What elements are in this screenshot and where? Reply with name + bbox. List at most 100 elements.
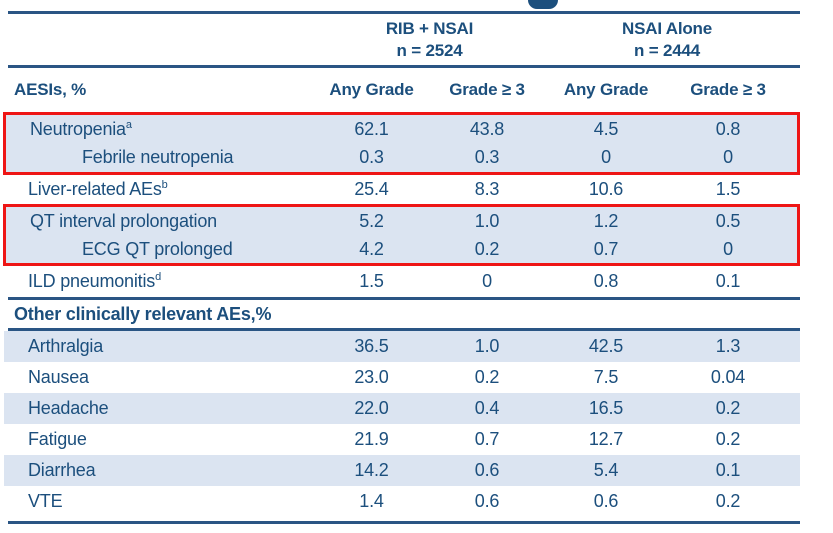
row-label-text: Febrile neutropenia [82,147,234,168]
row-label-text: QT interval prolongation [30,210,217,231]
table-row: Liver-related AEsb 25.4 8.3 10.6 1.5 [4,175,800,204]
cell-value: 0.2 [715,398,741,418]
row-header-label: AESIs, % [14,80,87,99]
table-row: ECG QT prolonged 4.2 0.2 0.7 0 [6,235,797,263]
cell-value: 0.04 [710,367,746,387]
cell-value: 1.3 [715,336,741,356]
table-row: Fatigue 21.9 0.7 12.7 0.2 [4,424,800,455]
row-label-text: Arthralgia [28,336,104,356]
table-row: Diarrhea 14.2 0.6 5.4 0.1 [4,455,800,486]
cell-value: 25.4 [354,179,389,199]
cell-value: 0.6 [474,460,500,480]
column-header-row: AESIs, % Any Grade Grade ≥ 3 Any Grade G… [4,68,800,112]
table-row: Headache 22.0 0.4 16.5 0.2 [4,393,800,424]
row-label-text: VTE [28,491,63,511]
cell-value: 5.4 [593,460,619,480]
cell-value: 0.3 [474,147,500,168]
table-row: QT interval prolongation 5.2 1.0 1.2 0.5 [6,207,797,235]
cell-value: 0.7 [474,429,500,449]
bottom-divider [8,521,800,524]
cell-value: 1.2 [593,210,619,231]
footnote-marker: d [155,271,162,283]
group-name: RIB + NSAI [385,18,474,38]
row-label: Neutropeniaa [6,119,314,140]
row-label-text: Fatigue [28,429,87,449]
table-row: Nausea 23.0 0.2 7.5 0.04 [4,362,800,393]
row-label-text: Liver-related AEs [28,179,162,199]
group-name: NSAI Alone [622,18,712,38]
cell-value: 43.8 [469,118,505,139]
cell-value: 0.5 [715,210,741,231]
cell-value: 1.0 [474,336,500,356]
top-divider [8,11,800,14]
table-row: ILD pneumonitisd 1.5 0 0.8 0.1 [4,266,800,297]
cell-value: 0.2 [715,491,741,511]
group-header-nsai-alone: NSAI Alone n = 2444 [545,18,789,62]
cell-value: 22.0 [354,398,389,418]
cell-value: 16.5 [588,398,624,418]
header-divider [8,65,800,68]
cropped-title-glyph-fragment [528,0,558,9]
section-label: Other clinically relevant AEs,% [14,303,272,324]
row-label: ECG QT prolonged [6,239,314,260]
table-row: VTE 1.4 0.6 0.6 0.2 [4,486,800,517]
cell-value: 0.1 [715,460,741,480]
row-label: Diarrhea [4,460,314,481]
cell-value: 14.2 [354,460,389,480]
cell-value: 12.7 [588,429,624,449]
cell-value: 0.6 [593,491,619,511]
group-n: n = 2524 [396,40,463,60]
cell-value: 23.0 [354,367,389,387]
cell-value: 0.8 [593,271,619,291]
group-n: n = 2444 [634,40,700,60]
column-header: Any Grade [329,80,414,99]
row-label-text: ILD pneumonitis [28,271,156,291]
column-header: Any Grade [563,80,649,99]
row-label-text: ECG QT prolonged [82,238,233,259]
cell-value: 0 [723,147,733,168]
cell-value: 0.2 [474,238,500,259]
cell-value: 4.5 [593,118,619,139]
group-header-rib-nsai: RIB + NSAI n = 2524 [314,18,545,62]
table-row: Arthralgia 36.5 1.0 42.5 1.3 [4,331,800,362]
cell-value: 62.1 [354,118,389,139]
table-row: Neutropeniaa 62.1 43.8 4.5 0.8 [6,115,797,144]
cell-value: 1.5 [359,271,384,291]
row-label: Liver-related AEsb [4,179,314,200]
row-label: Arthralgia [4,336,314,357]
cell-value: 0.2 [474,367,500,387]
cell-value: 1.4 [359,491,384,511]
row-label-text: Diarrhea [28,460,96,480]
row-label: Headache [4,398,314,419]
highlight-box-neutropenia: Neutropeniaa 62.1 43.8 4.5 0.8 Febrile n… [3,112,800,175]
cell-value: 36.5 [354,336,389,356]
cell-value: 0.4 [474,398,500,418]
footnote-marker: a [125,118,132,131]
row-label-text: Neutropenia [30,118,126,139]
cell-value: 0.6 [474,491,500,511]
cell-value: 0.2 [715,429,741,449]
row-label-text: Nausea [28,367,89,387]
row-label: QT interval prolongation [6,211,314,232]
column-header: Grade ≥ 3 [449,80,525,99]
cell-value: 0 [723,238,733,259]
cell-value: 0 [482,271,492,291]
row-label: ILD pneumonitisd [4,271,314,292]
section-divider [8,328,800,331]
treatment-group-header-row: RIB + NSAI n = 2524 NSAI Alone n = 2444 [4,14,800,65]
cell-value: 0.3 [359,147,384,168]
cell-value: 4.2 [359,238,384,259]
cell-value: 8.3 [474,179,500,199]
cell-value: 42.5 [588,336,624,356]
table-row: Febrile neutropenia 0.3 0.3 0 0 [6,144,797,173]
cell-value: 0.8 [715,118,741,139]
section-divider [8,297,800,300]
cell-value: 1.0 [474,210,500,231]
cell-value: 21.9 [354,429,389,449]
row-label: Fatigue [4,429,314,450]
cell-value: 0.7 [593,238,619,259]
cell-value: 5.2 [359,210,384,231]
row-label-text: Headache [28,398,109,418]
row-label: Nausea [4,367,314,388]
